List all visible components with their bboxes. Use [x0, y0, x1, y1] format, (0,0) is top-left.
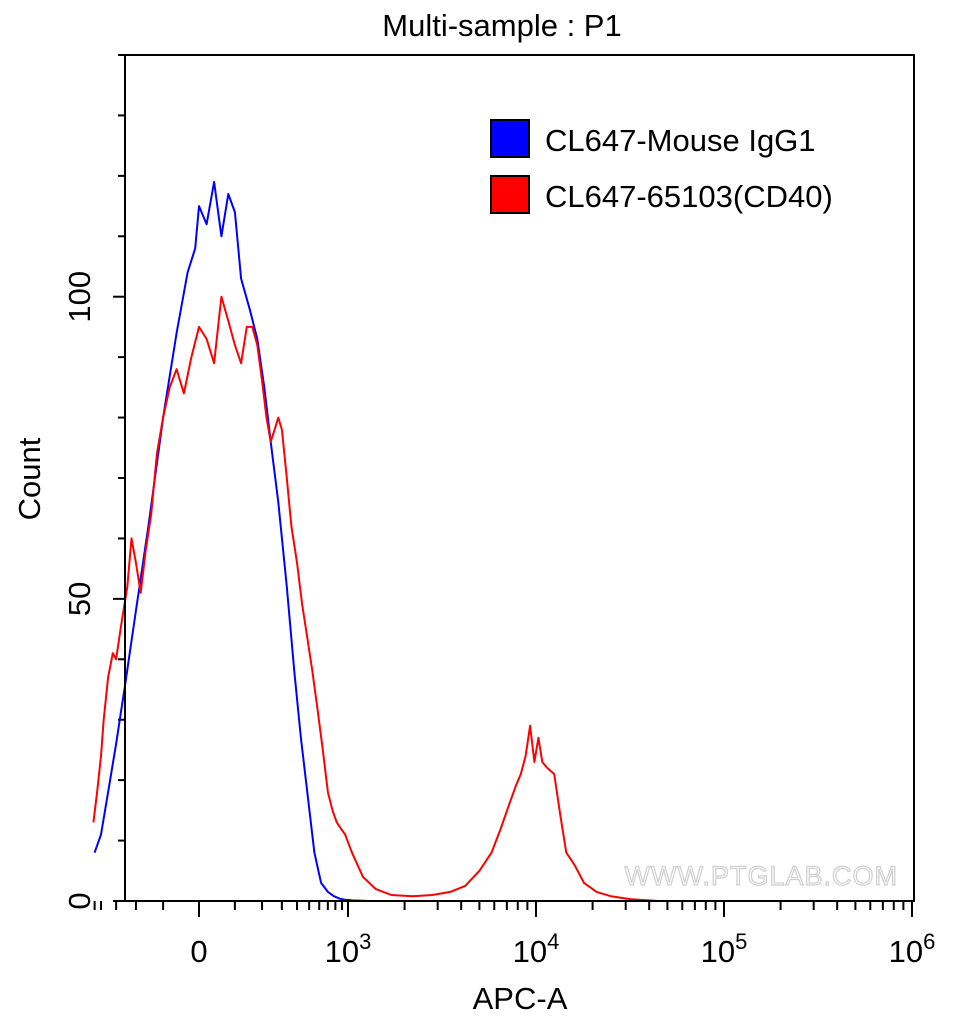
- legend-label: CL647-Mouse IgG1: [545, 123, 816, 158]
- chart-title: Multi-sample : P1: [382, 8, 621, 43]
- x-axis-label: APC-A: [473, 981, 568, 1016]
- x-tick-label: 103: [325, 929, 372, 969]
- legend-swatch: [490, 119, 530, 158]
- watermark-text: WWW.PTGLAB.COM: [625, 861, 899, 891]
- plot-frame: [124, 54, 915, 902]
- x-axis-ticks: 0 103 104 105 106: [93, 901, 936, 969]
- x-tick-label: 0: [190, 934, 207, 969]
- series-line-2: [92, 295, 659, 902]
- x-tick-label: 104: [513, 929, 560, 969]
- y-axis-label: Count: [12, 437, 47, 520]
- y-axis-ticks: 0 50 100: [62, 54, 125, 910]
- legend-swatch: [490, 175, 530, 214]
- y-tick-label: 0: [62, 892, 97, 909]
- x-tick-label: 106: [889, 929, 936, 969]
- x-tick-label: 105: [701, 929, 748, 969]
- y-tick-label: 50: [62, 582, 97, 616]
- y-tick-label: 100: [62, 271, 97, 323]
- histogram-series: [92, 180, 659, 902]
- legend: CL647-Mouse IgG1 CL647-65103(CD40): [490, 119, 833, 214]
- legend-label: CL647-65103(CD40): [545, 179, 833, 214]
